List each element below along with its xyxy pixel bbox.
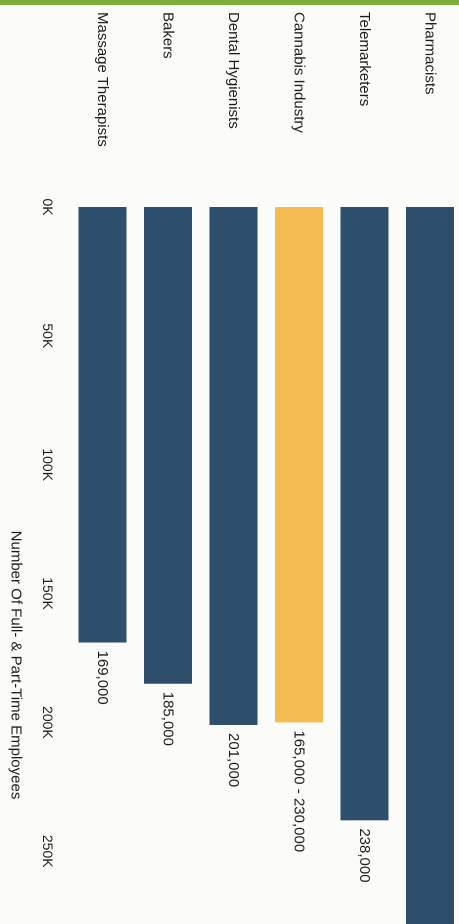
category-label-pharmacists: Pharmacists (422, 12, 439, 95)
category-labels: Pharmacists Telemarketers Cannabis Industr… (94, 12, 439, 147)
category-label-bakers: Bakers (160, 12, 177, 59)
value-label-cannabis-industry: 165,000 - 230,000 (291, 730, 308, 852)
x-tick-label: 0K (40, 198, 56, 216)
category-label-telemarketers: Telemarketers (356, 12, 373, 106)
bar-pharmacists (406, 207, 454, 924)
bars-group (78, 207, 454, 924)
x-axis-title: Number Of Full- & Part-Time Employees (8, 531, 25, 800)
top-accent-rule (0, 0, 459, 5)
value-label-dental-hygienists: 201,000 (225, 733, 242, 787)
value-label-bakers: 185,000 (160, 692, 177, 746)
value-labels: 238,000 165,000 - 230,000 201,000 185,000 16… (94, 651, 373, 883)
x-tick-label: 100K (40, 448, 56, 481)
x-tick-label: 150K (40, 577, 56, 610)
bar-dental-hygienists (209, 207, 258, 725)
x-tick-label: 200K (40, 706, 56, 739)
category-label-dental-hygienists: Dental Hygienists (225, 12, 242, 129)
bar-telemarketers (340, 207, 389, 821)
x-axis-ticks: 0K 50K 100K 150K 200K 250K (40, 198, 56, 868)
bar-cannabis-industry (275, 207, 323, 723)
bar-bakers (144, 207, 192, 684)
x-tick-label: 250K (40, 835, 56, 868)
category-label-cannabis-industry: Cannabis Industry (291, 12, 308, 133)
bar-massage-therapists (78, 207, 127, 643)
value-label-massage-therapists: 169,000 (94, 651, 111, 705)
category-label-massage-therapists: Massage Therapists (94, 12, 111, 147)
value-label-telemarketers: 238,000 (356, 828, 373, 882)
x-tick-label: 50K (40, 323, 56, 349)
